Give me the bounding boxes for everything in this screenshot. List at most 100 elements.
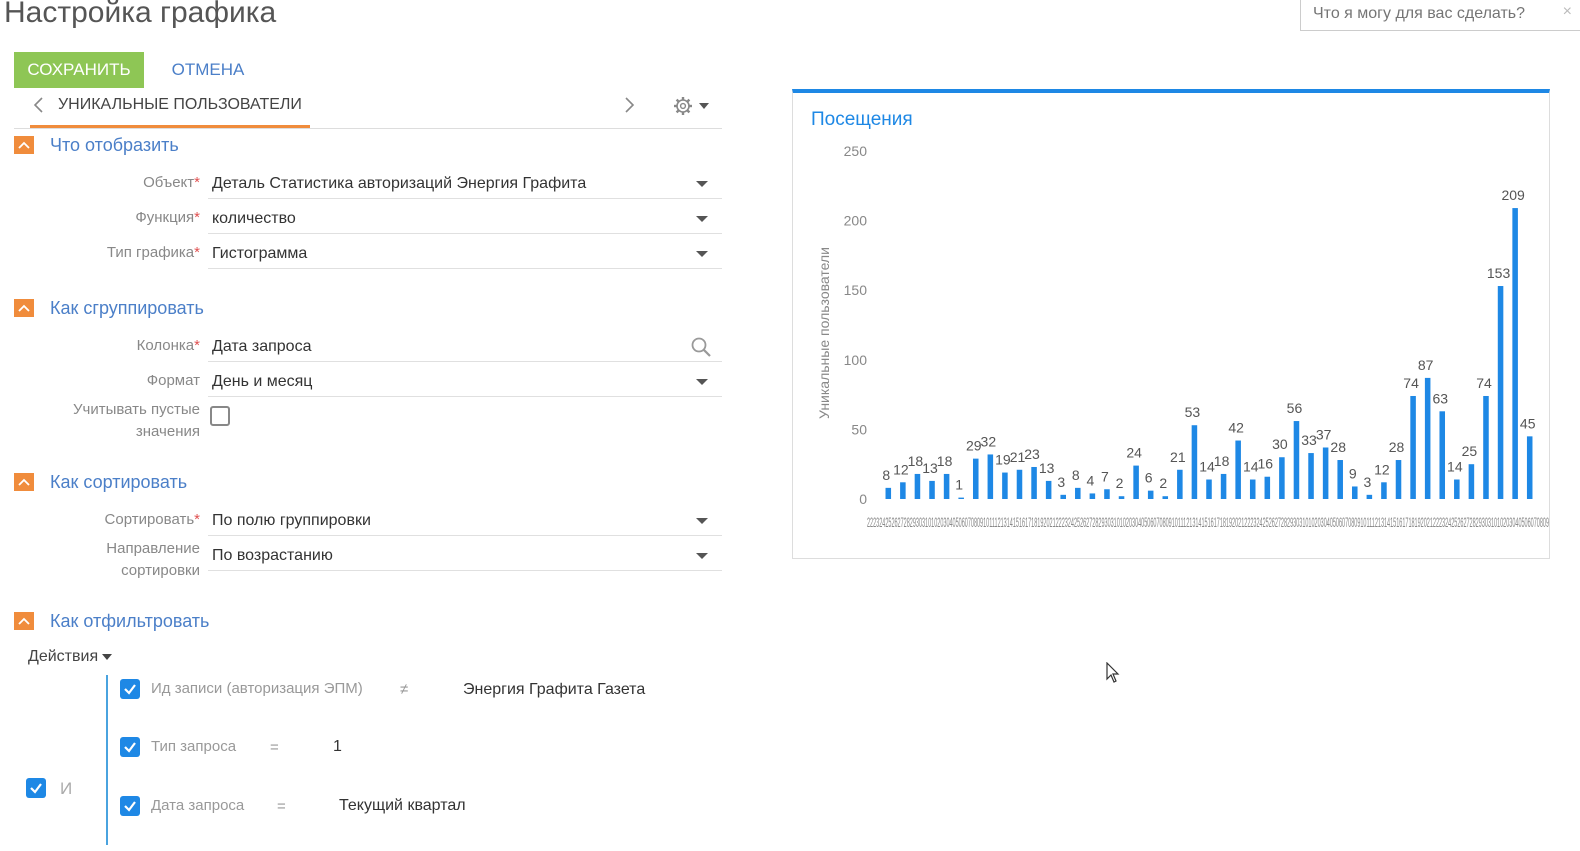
empty-values-checkbox[interactable] [210, 406, 230, 426]
bar [1308, 453, 1314, 499]
data-label: 33 [1301, 432, 1317, 448]
chevron-down-icon[interactable] [696, 216, 708, 222]
bar [1249, 479, 1256, 499]
save-button[interactable]: СОХРАНИТЬ [14, 52, 144, 88]
data-label: 18 [1214, 453, 1230, 469]
data-label: 3 [1363, 474, 1371, 490]
column-label: Колонка* [136, 337, 200, 354]
bar [1381, 482, 1387, 499]
bar [972, 458, 979, 499]
bar [943, 473, 950, 499]
data-label: 209 [1501, 187, 1525, 203]
filter-condition-value[interactable]: Энергия Графита Газета [463, 681, 646, 698]
section-filter[interactable]: Как отфильтровать [14, 610, 209, 632]
data-label: 18 [937, 453, 953, 469]
chevron-down-icon[interactable] [696, 518, 708, 524]
chevron-up-icon[interactable] [14, 299, 34, 317]
format-select[interactable]: День и месяц [208, 367, 722, 397]
bar [885, 487, 892, 499]
bar [1220, 473, 1227, 499]
filter-condition-column[interactable]: Дата запроса [151, 797, 245, 814]
bar [1002, 472, 1008, 499]
data-label: 87 [1418, 357, 1434, 373]
object-select[interactable]: Деталь Статистика авторизаций Энергия Гр… [208, 169, 722, 199]
chevron-left-icon[interactable] [32, 95, 44, 121]
section-what[interactable]: Что отобразить [14, 134, 179, 156]
filter-condition-operator[interactable]: ≠ [400, 681, 409, 698]
mouse-cursor-icon [1106, 661, 1120, 689]
command-search-input[interactable] [1301, 0, 1551, 28]
data-label: 12 [1374, 461, 1390, 477]
chevron-up-icon[interactable] [14, 136, 34, 154]
data-label: 28 [1389, 439, 1405, 455]
data-label: 21 [1010, 449, 1026, 465]
data-label: 25 [1462, 443, 1478, 459]
bar [987, 454, 994, 499]
bar [1075, 487, 1081, 499]
function-select[interactable]: количество [208, 204, 722, 234]
bar [1191, 425, 1198, 499]
command-search[interactable]: × [1300, 0, 1580, 31]
data-label: 7 [1101, 468, 1109, 484]
close-icon[interactable]: × [1562, 3, 1572, 20]
chevron-down-icon[interactable] [696, 181, 708, 187]
y-tick-label: 0 [859, 491, 867, 507]
section-title: Что отобразить [50, 134, 179, 155]
sort-direction-value: По возрастанию [212, 547, 333, 564]
bar [929, 480, 935, 499]
sort-select[interactable]: По полю группировки [208, 506, 722, 536]
data-label: 16 [1258, 456, 1274, 472]
bar [1395, 460, 1402, 499]
filter-group-checkbox[interactable] [26, 778, 46, 798]
bar [1410, 395, 1416, 499]
bar [1162, 496, 1169, 499]
actions-menu[interactable]: Действия [28, 648, 113, 666]
bar [1177, 469, 1183, 499]
bar [1366, 494, 1373, 499]
data-label: 56 [1287, 400, 1303, 416]
tab-active-indicator [30, 125, 310, 128]
filter-condition-checkbox[interactable] [120, 679, 140, 699]
data-label: 29 [966, 438, 982, 454]
chevron-down-icon[interactable] [696, 251, 708, 257]
gear-icon[interactable] [672, 93, 722, 119]
bar [1468, 464, 1475, 499]
data-label: 14 [1199, 459, 1215, 475]
bar [1104, 489, 1110, 499]
chevron-down-icon[interactable] [696, 379, 708, 385]
bar [1133, 465, 1139, 499]
filter-condition-value[interactable]: 1 [333, 738, 342, 755]
chevron-up-icon[interactable] [14, 473, 34, 491]
search-icon[interactable] [690, 336, 712, 369]
section-sort[interactable]: Как сортировать [14, 471, 187, 493]
sort-direction-select[interactable]: По возрастанию [208, 541, 722, 571]
bar [1016, 469, 1023, 499]
bar [1454, 479, 1460, 499]
filter-group-operator[interactable]: И [60, 779, 73, 798]
tab-unique-users[interactable]: УНИКАЛЬНЫЕ ПОЛЬЗОВАТЕЛИ [58, 96, 302, 113]
chart-type-select[interactable]: Гистограмма [208, 239, 722, 269]
data-label: 2 [1159, 475, 1167, 491]
cancel-button[interactable]: ОТМЕНА [160, 52, 256, 88]
bar [1439, 411, 1446, 499]
filter-condition-operator[interactable]: = [277, 798, 286, 815]
bar [1424, 377, 1431, 499]
filter-condition-column[interactable]: Ид записи (авторизация ЭПМ) [151, 680, 363, 697]
chart-preview: Посещения Уникальные пользователи 0 50 100 1… [792, 89, 1550, 559]
bar [1060, 494, 1066, 499]
filter-condition-value[interactable]: Текущий квартал [339, 797, 466, 814]
chevron-right-icon[interactable] [624, 95, 636, 121]
section-group[interactable]: Как сгруппировать [14, 297, 204, 319]
data-label: 14 [1447, 459, 1463, 475]
data-label: 8 [1072, 467, 1080, 483]
filter-condition-column[interactable]: Тип запроса [151, 738, 237, 755]
filter-condition-checkbox[interactable] [120, 737, 140, 757]
filter-condition-checkbox[interactable] [120, 796, 140, 816]
chevron-down-icon[interactable] [696, 553, 708, 559]
chevron-up-icon[interactable] [14, 612, 34, 630]
bar [1279, 457, 1285, 499]
filter-condition-operator[interactable]: = [270, 739, 279, 756]
column-lookup[interactable]: Дата запроса [208, 332, 722, 362]
data-label: 3 [1057, 474, 1065, 490]
